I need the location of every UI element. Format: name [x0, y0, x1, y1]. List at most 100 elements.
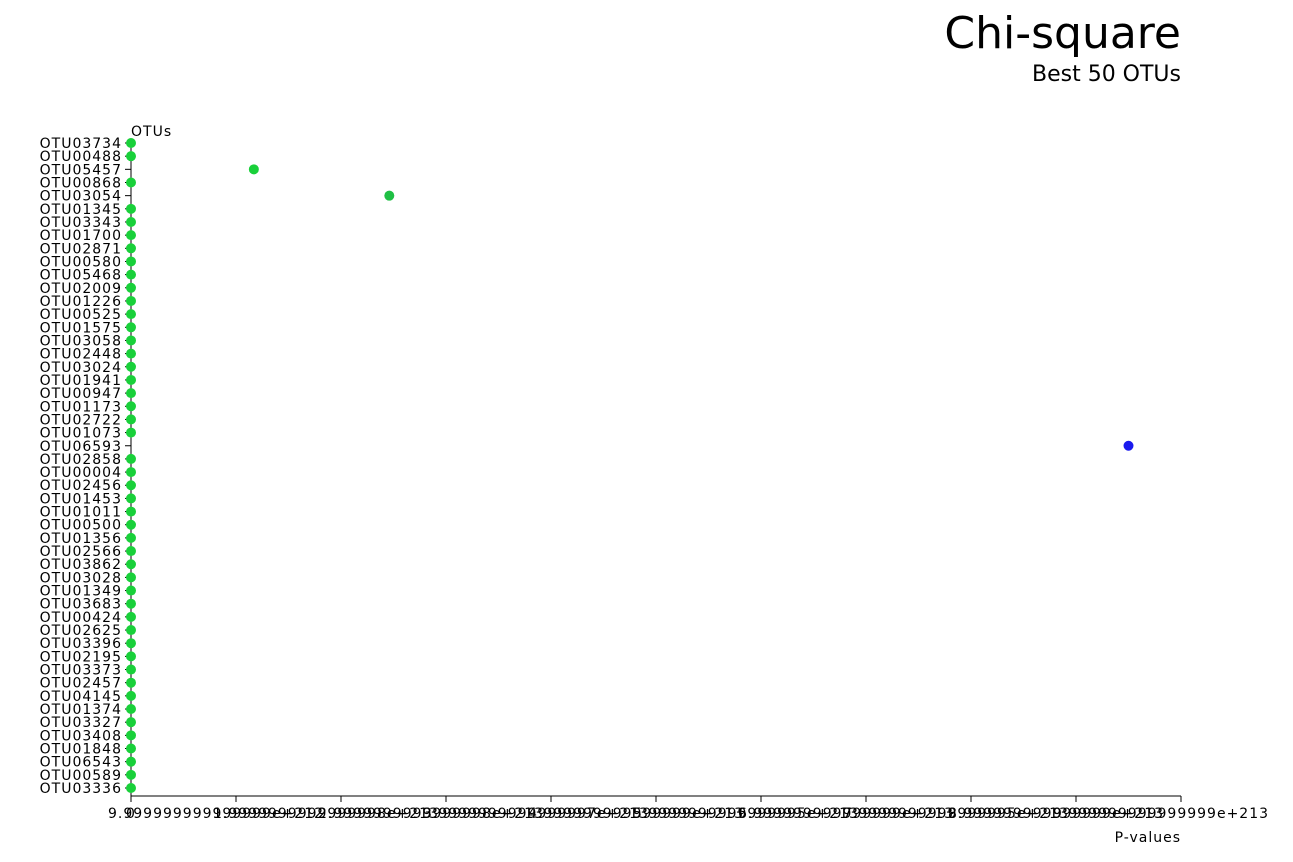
- y-tick-label: OTU03408: [40, 728, 122, 744]
- data-point: [126, 230, 136, 241]
- y-tick-label: OTU02457: [40, 676, 122, 692]
- y-tick-label: OTU02871: [40, 241, 122, 257]
- y-tick-label: OTU02195: [40, 649, 122, 665]
- y-tick-label: OTU00424: [40, 610, 122, 626]
- y-tick-label: OTU03683: [40, 597, 122, 613]
- data-point: [126, 506, 136, 517]
- data-point: [126, 730, 136, 741]
- chart-title: Chi-square: [944, 8, 1181, 59]
- data-point: [126, 677, 136, 688]
- x-axis: 09.999999999999999e+2121.999999999999999…: [108, 795, 1269, 822]
- data-point: [126, 427, 136, 438]
- data-point: [126, 480, 136, 491]
- y-tick-label: OTU01356: [40, 531, 122, 547]
- data-point: [126, 783, 136, 793]
- x-tick-label: 5.9999999999999995e+213: [633, 806, 859, 822]
- y-tick-label: OTU01575: [40, 320, 122, 336]
- data-point: [126, 611, 136, 622]
- data-point: [126, 598, 136, 609]
- data-point: [126, 401, 136, 412]
- y-tick-label: OTU00004: [40, 465, 122, 481]
- y-tick-label: OTU01011: [40, 505, 122, 521]
- data-point: [126, 519, 136, 530]
- x-tick-label: 7.9999999999999995e+213: [843, 806, 1069, 822]
- data-point: [126, 374, 136, 385]
- y-axis: OTU03734OTU00488OTU05457OTU00868OTU03054…: [40, 136, 132, 797]
- data-point: [126, 414, 136, 425]
- y-tick-label: OTU03862: [40, 557, 122, 573]
- data-point: [248, 164, 259, 175]
- data-point: [126, 256, 136, 267]
- y-tick-label: OTU00488: [40, 149, 122, 165]
- x-tick-label: 3.9999999999999997e+213: [423, 806, 649, 822]
- y-tick-label: OTU01700: [40, 228, 122, 244]
- data-point: [126, 493, 136, 504]
- data-point: [126, 269, 136, 280]
- y-tick-label: OTU03336: [40, 781, 122, 797]
- data-point: [126, 467, 136, 478]
- y-tick-label: OTU01345: [40, 202, 122, 218]
- data-point: [126, 243, 136, 254]
- x-axis-label: P-values: [1115, 830, 1181, 846]
- y-tick-label: OTU06543: [40, 755, 122, 771]
- data-point: [126, 532, 136, 543]
- y-tick-label: OTU01941: [40, 373, 122, 389]
- y-tick-label: OTU01173: [40, 399, 122, 415]
- data-point: [126, 756, 136, 767]
- y-tick-label: OTU03054: [40, 189, 122, 205]
- data-point: [126, 769, 136, 780]
- y-tick-label: OTU04145: [40, 689, 122, 705]
- data-point: [126, 203, 136, 214]
- y-tick-label: OTU00525: [40, 307, 122, 323]
- y-tick-label: OTU00580: [40, 254, 122, 270]
- y-tick-label: OTU02625: [40, 623, 122, 639]
- y-tick-label: OTU00868: [40, 175, 122, 191]
- y-tick-label: OTU01453: [40, 491, 122, 507]
- data-point: [126, 151, 136, 162]
- data-point: [126, 572, 136, 583]
- y-tick-label: OTU03024: [40, 360, 122, 376]
- data-point: [126, 322, 136, 333]
- y-tick-label: OTU03734: [40, 136, 122, 152]
- x-tick-label: 6.999999999999999e+213: [738, 806, 954, 822]
- y-axis-label: OTUs: [131, 124, 172, 140]
- data-point: [126, 361, 136, 372]
- x-tick-label: 9.999999999999999e+212: [108, 806, 324, 822]
- y-tick-label: OTU00947: [40, 386, 122, 402]
- data-point: [126, 177, 136, 188]
- data-points: [126, 138, 1134, 793]
- x-tick-label: 1.9999999999999998e+213: [213, 806, 439, 822]
- chart-subtitle: Best 50 OTUs: [1031, 62, 1181, 87]
- y-tick-label: OTU00500: [40, 518, 122, 534]
- y-tick-label: OTU03373: [40, 663, 122, 679]
- y-tick-label: OTU01848: [40, 742, 122, 758]
- y-tick-label: OTU05468: [40, 268, 122, 284]
- data-point: [126, 309, 136, 320]
- y-tick-label: OTU01349: [40, 584, 122, 600]
- y-tick-label: OTU02448: [40, 347, 122, 363]
- y-tick-label: OTU06593: [40, 439, 122, 455]
- y-tick-label: OTU01374: [40, 702, 122, 718]
- y-tick-label: OTU03327: [40, 715, 122, 731]
- data-point: [126, 690, 136, 701]
- data-point: [126, 348, 136, 359]
- x-tick-label: 9.999999999999999e+213: [1053, 806, 1269, 822]
- y-tick-label: OTU02456: [40, 478, 122, 494]
- data-point: [126, 295, 136, 306]
- data-point: [126, 638, 136, 649]
- data-point: [384, 190, 395, 201]
- data-point: [126, 453, 136, 464]
- data-point: [126, 388, 136, 399]
- data-point: [126, 546, 136, 557]
- y-tick-label: OTU02009: [40, 281, 122, 297]
- data-point: [126, 717, 136, 728]
- data-point: [126, 138, 136, 148]
- y-tick-label: OTU01073: [40, 426, 122, 442]
- y-tick-label: OTU03058: [40, 333, 122, 349]
- data-point: [126, 704, 136, 715]
- data-point: [1123, 440, 1134, 451]
- y-tick-label: OTU02858: [40, 452, 122, 468]
- x-tick-label: 4.999999999999999e+213: [528, 806, 744, 822]
- data-point: [126, 216, 136, 227]
